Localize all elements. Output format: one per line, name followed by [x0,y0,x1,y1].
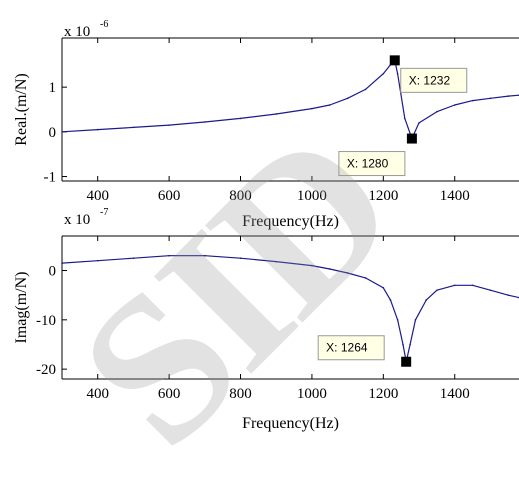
plot2-ytick-label: -20 [36,362,56,378]
plot1-xlabel: Frequency(Hz) [242,213,339,230]
plot1-ylabel: Real.(m/N) [13,73,30,145]
plot2-datatip-box [317,335,385,361]
plot1-series-point [204,121,206,123]
plot1-series-point [346,97,349,100]
plot1-series-point [403,117,406,120]
plot2-series-point [346,272,349,274]
plot2-series-point [61,262,63,264]
plot2-series-point [396,319,399,321]
plot2-series-point [436,289,438,292]
plot2-series-point [402,343,404,346]
plot2-xlabel: Frequency(Hz) [242,415,339,432]
plot2-series-point [275,260,278,263]
plot2-series-point [425,299,427,301]
plot2-series-point [453,284,456,287]
plot2-xtick-label: 400 [86,386,109,402]
plot1-series-point [436,110,438,113]
plot2-xtick-label: 1400 [440,386,470,402]
plot2-exponent-label: x 10 [64,212,90,228]
plot1-series-point [239,117,242,120]
plot2-series-point [471,284,474,287]
plot1-series-point [489,97,492,100]
plot2-series-point [96,259,99,262]
plot1-series-line-0 [61,59,519,140]
plot2-xtick-label: 600 [158,386,181,402]
plot1-series-point [96,128,99,131]
plot2-ylabel: Imag(m/N) [13,272,30,344]
plot2-series-point [414,319,417,321]
plot1-datatip-label: X: 1232 [409,73,451,87]
plot1-series-point [132,126,135,129]
plot2-series-point [489,289,492,292]
plot1-series-point [328,104,331,106]
plot2-series-point [409,343,411,346]
plot1-xtick-label: 800 [229,188,252,204]
plot2-xtick-label: 800 [229,386,252,402]
plot1-exponent-label: x 10 [64,24,90,40]
plot1-datatip-label: X: 1280 [347,157,389,171]
plot1-series-point [418,122,420,124]
plot1-series-point [382,72,385,75]
plot1-series-point [471,99,474,102]
plot1-ytick-label: 1 [49,80,57,96]
plot2-datatip-label: X: 1264 [326,341,368,355]
plot1-xtick-label: 1000 [297,188,327,204]
plot1-series-point [168,124,170,126]
plot1-xtick-label: 1400 [440,188,470,204]
plot2-series-point [328,268,331,270]
plot1-series-point [311,107,313,110]
plot2-exponent-power: -7 [100,207,108,218]
plot1-series-point [364,88,367,91]
plot1-datatip-marker [406,133,417,144]
plot2-series-point [204,254,206,257]
plot1-series-point [275,113,278,115]
plot1-series-point [396,72,399,75]
plot1-series-point [453,104,456,106]
plot1-series-point [61,131,63,133]
plot2-ytick-label: 0 [49,264,57,280]
plot2-series-point [507,294,510,296]
plot2-series-point [168,254,170,257]
plot1-datatip-box [338,151,406,177]
plot1-datatip-marker [389,55,400,66]
plot1-ytick-label: 0 [49,125,57,141]
plot2-series-point [132,257,135,259]
plot1-exponent-power: -6 [100,19,108,30]
plot2-datatip-marker [401,356,412,367]
plot1-ytick-label: -1 [44,170,57,186]
plot2-series-point [389,299,392,301]
plot2-series-point [364,277,367,279]
plot1-xtick-label: 400 [86,188,109,204]
plot1-xtick-label: 600 [158,188,181,204]
plot2-series-point [239,257,242,259]
plot1-series-point [507,95,510,97]
plot1-xtick-label: 1200 [368,188,398,204]
plot1-datatip-box [400,67,468,93]
plot2-xtick-label: 1200 [368,386,398,402]
plot2-xtick-label: 1000 [297,386,327,402]
plot2-series-line-0 [61,255,519,363]
plot2-series-point [382,286,385,289]
plot2-ytick-label: -10 [36,313,56,329]
plot2-series-point [311,264,313,267]
